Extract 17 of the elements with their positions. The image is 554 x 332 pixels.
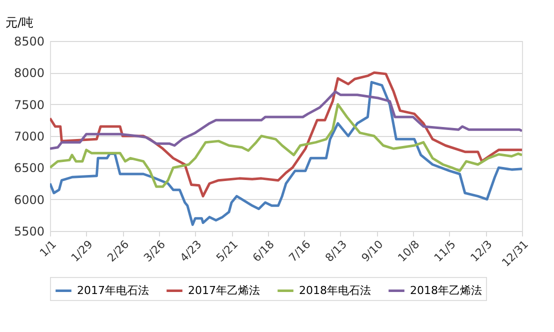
x-tick-label: 1/1: [37, 238, 59, 260]
y-tick-label: 8000: [14, 66, 44, 80]
y-tick-label: 6500: [14, 161, 44, 176]
y-tick-label: 8500: [14, 34, 44, 48]
y-tick-label: 7000: [14, 130, 44, 144]
line-series: [50, 90, 522, 150]
y-tick-label: 5500: [14, 224, 44, 238]
legend-label: 2017年电石法: [77, 284, 149, 297]
line-series: [50, 80, 522, 226]
legend-label: 2018年电石法: [299, 284, 371, 297]
y-tick-label: 6000: [14, 192, 44, 207]
y-tick-label: 7500: [14, 98, 44, 112]
line-series: [50, 103, 522, 188]
legend-label: 2017年乙烯法: [188, 284, 260, 297]
y-axis-title: 元/吨: [6, 16, 34, 30]
legend-label: 2018年乙烯法: [410, 284, 482, 297]
line-series: [50, 71, 522, 198]
